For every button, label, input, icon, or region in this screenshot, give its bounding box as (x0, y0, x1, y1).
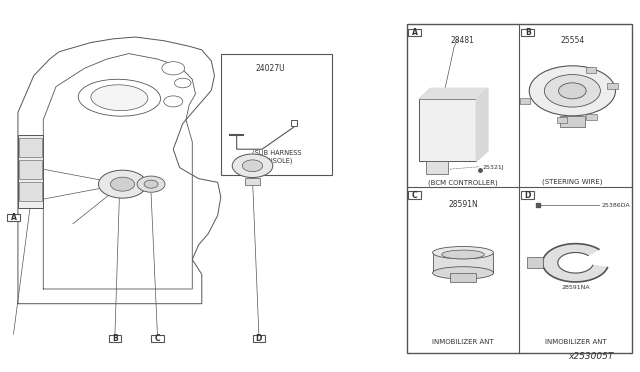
Bar (19, 138, 42, 157)
Bar (451, 273, 476, 282)
Ellipse shape (78, 79, 161, 116)
Ellipse shape (433, 267, 493, 279)
Circle shape (232, 154, 273, 177)
Bar (245, 177, 260, 185)
Text: 24027U: 24027U (255, 64, 285, 73)
Ellipse shape (442, 250, 484, 259)
Bar (559, 116, 585, 127)
Ellipse shape (433, 247, 493, 259)
Bar (19, 182, 42, 201)
Text: D: D (524, 190, 531, 199)
Circle shape (137, 176, 165, 192)
Polygon shape (543, 244, 607, 282)
Circle shape (243, 160, 262, 171)
Bar (408, 29, 421, 36)
Text: 28591NA: 28591NA (561, 285, 590, 290)
Ellipse shape (91, 85, 148, 110)
Circle shape (545, 74, 600, 107)
Bar (586, 114, 596, 120)
Text: C: C (155, 334, 160, 343)
Text: x253005T: x253005T (568, 352, 614, 361)
Circle shape (144, 180, 158, 188)
Text: INMOBILIZER ANT: INMOBILIZER ANT (545, 339, 607, 345)
Bar (221, 54, 332, 175)
Bar (522, 191, 534, 199)
Text: C: C (412, 190, 418, 199)
Text: 25386DA: 25386DA (602, 203, 630, 208)
Text: 28481: 28481 (451, 36, 475, 45)
Circle shape (164, 96, 183, 107)
Text: A: A (412, 28, 418, 37)
Bar (522, 29, 534, 36)
Circle shape (529, 66, 616, 116)
Circle shape (111, 177, 134, 191)
Text: B: B (525, 28, 531, 37)
Polygon shape (476, 88, 488, 161)
Bar (419, 99, 476, 161)
Bar (109, 335, 121, 342)
Bar (426, 161, 448, 174)
Bar (586, 67, 596, 73)
Text: B: B (112, 334, 118, 343)
Bar (19, 160, 42, 179)
Text: INMOBILIZER ANT: INMOBILIZER ANT (432, 339, 494, 345)
Bar (520, 98, 530, 104)
Bar (433, 253, 493, 273)
Bar (406, 24, 632, 353)
Text: 25321J: 25321J (483, 165, 504, 170)
Bar (253, 335, 265, 342)
Polygon shape (419, 88, 488, 99)
Circle shape (559, 83, 586, 99)
Circle shape (175, 78, 191, 88)
Bar (607, 83, 618, 89)
Text: (BCM CONTROLLER): (BCM CONTROLLER) (428, 180, 498, 186)
Text: A: A (10, 213, 17, 222)
Bar (527, 257, 543, 268)
Circle shape (99, 170, 147, 198)
Bar (408, 191, 421, 199)
Text: D: D (255, 334, 262, 343)
Text: (STEERING WIRE): (STEERING WIRE) (542, 179, 603, 185)
Bar (557, 117, 566, 123)
Bar (7, 214, 20, 221)
Bar (18, 135, 44, 208)
Text: 28591N: 28591N (448, 200, 478, 209)
Circle shape (162, 62, 185, 75)
Bar (151, 335, 164, 342)
Text: 25554: 25554 (560, 36, 584, 45)
Text: (SUB HARNESS
CONSOLE): (SUB HARNESS CONSOLE) (252, 150, 301, 164)
